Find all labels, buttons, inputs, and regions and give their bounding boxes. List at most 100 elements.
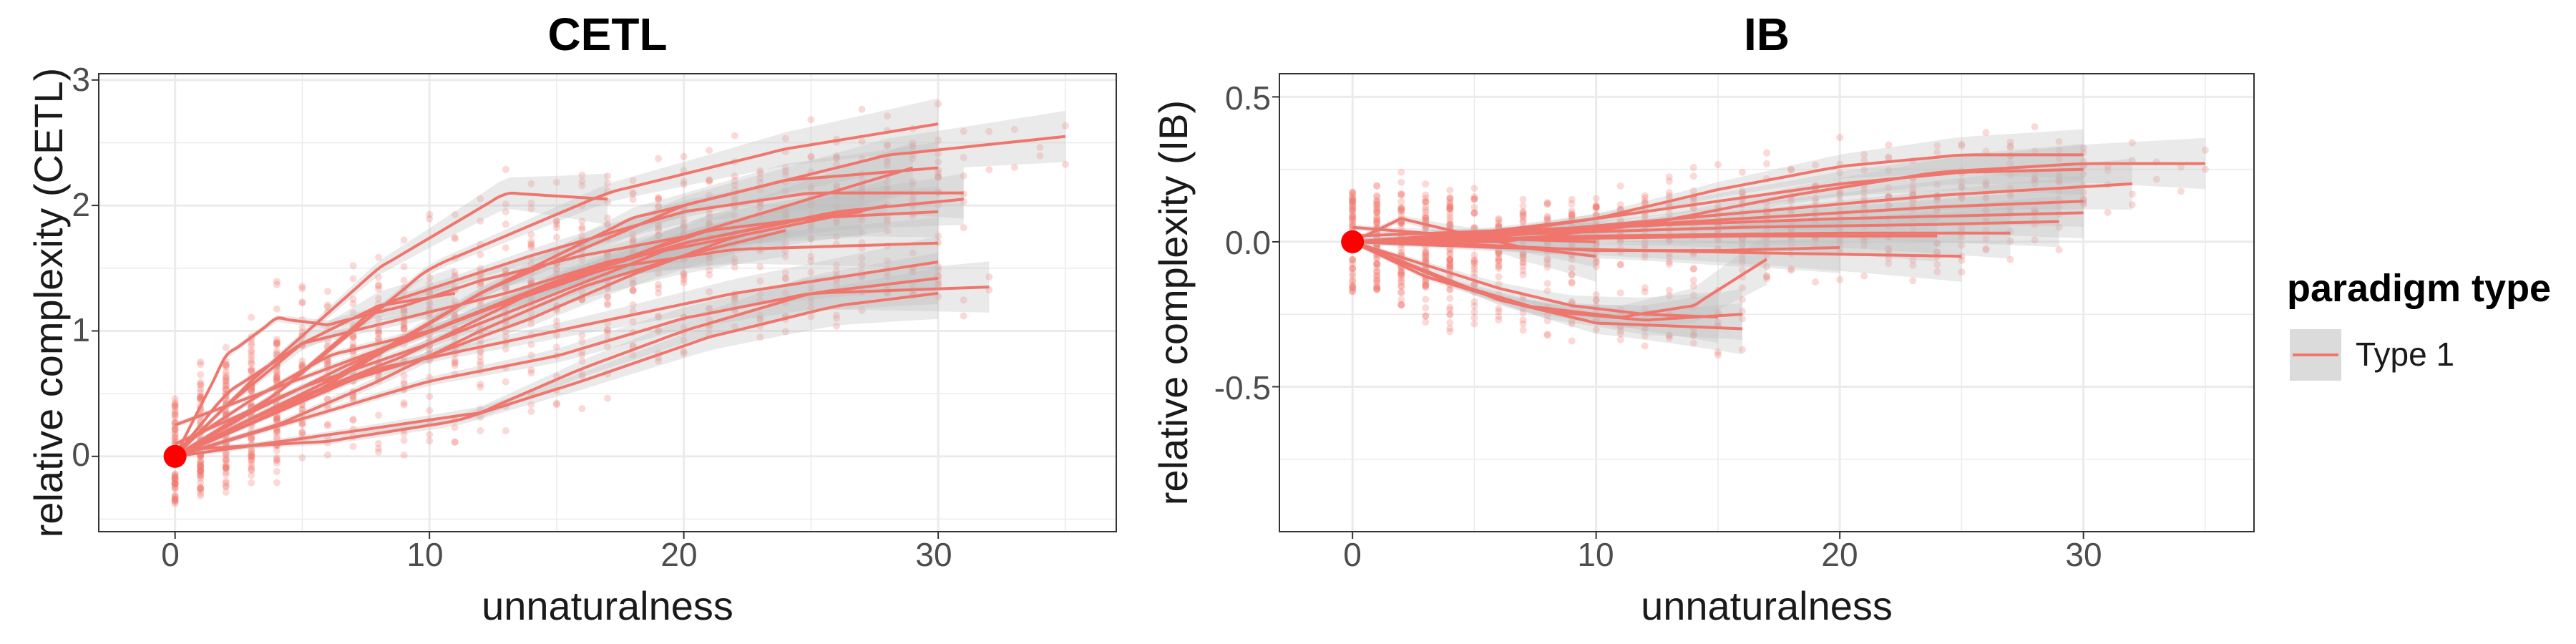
data-point: [248, 365, 255, 373]
data-point: [706, 254, 713, 261]
data-point: [1349, 213, 1357, 221]
data-point: [171, 492, 179, 500]
data-point: [1689, 276, 1697, 284]
data-point: [171, 409, 179, 416]
data-point: [884, 227, 891, 235]
data-point: [426, 301, 434, 308]
data-point: [171, 483, 179, 491]
data-point: [426, 393, 434, 401]
data-point: [578, 370, 586, 378]
data-point: [349, 275, 357, 283]
data-point: [1397, 205, 1405, 213]
data-point: [1787, 235, 1795, 243]
data-point: [1568, 240, 1576, 248]
data-point: [2201, 165, 2209, 173]
data-point: [1885, 167, 1893, 175]
data-point: [1422, 191, 1430, 199]
data-point: [1470, 259, 1478, 267]
data-point: [1909, 188, 1917, 196]
data-point: [1738, 187, 1746, 195]
data-point: [1495, 219, 1503, 227]
data-point: [1592, 258, 1600, 266]
data-point: [629, 287, 637, 295]
data-point: [171, 401, 179, 409]
data-point: [1446, 203, 1454, 210]
data-point: [273, 305, 280, 313]
data-point: [1519, 316, 1527, 324]
data-point: [909, 267, 917, 275]
data-point: [2031, 174, 2039, 182]
data-point: [298, 429, 306, 436]
data-point: [1787, 241, 1795, 249]
data-point: [1446, 250, 1454, 258]
data-point: [1470, 281, 1478, 289]
data-point: [1958, 142, 1966, 150]
data-point: [807, 152, 815, 160]
confidence-ribbon: [175, 173, 964, 453]
data-point: [909, 155, 917, 162]
data-point: [349, 333, 357, 341]
data-point: [222, 462, 230, 470]
data-point: [1397, 168, 1405, 176]
data-point: [833, 181, 840, 189]
data-point: [756, 175, 764, 182]
data-point: [1446, 263, 1454, 270]
data-point: [781, 171, 789, 179]
data-point: [1397, 289, 1405, 297]
data-point: [1641, 192, 1649, 200]
data-point: [680, 220, 688, 228]
data-point: [1495, 250, 1503, 258]
data-point: [375, 281, 382, 289]
data-point: [1909, 277, 1917, 285]
data-point: [1519, 326, 1527, 334]
data-point: [1689, 291, 1697, 299]
data-point: [1422, 215, 1430, 223]
data-point: [1446, 263, 1454, 270]
data-point: [629, 351, 637, 359]
data-point: [655, 232, 663, 240]
data-point: [451, 311, 459, 319]
data-point: [477, 250, 484, 258]
data-point: [248, 348, 255, 356]
data-point: [197, 467, 205, 475]
data-point: [731, 177, 738, 185]
data-point: [273, 459, 280, 467]
data-point: [629, 237, 637, 244]
data-point: [273, 374, 280, 382]
data-point: [884, 162, 891, 170]
data-point: [858, 197, 866, 205]
data-point: [171, 495, 179, 503]
data-point: [552, 224, 560, 232]
data-point: [706, 177, 713, 184]
data-point: [2031, 180, 2039, 187]
data-point: [985, 273, 993, 280]
data-point: [1982, 207, 1990, 215]
trend-line: [1352, 240, 1840, 253]
data-point: [1909, 261, 1917, 269]
data-point: [2177, 163, 2185, 171]
data-point: [248, 457, 255, 464]
legend-label-type-1: Type 1: [2356, 336, 2455, 373]
data-point: [477, 218, 484, 225]
data-point: [1446, 249, 1454, 257]
data-point: [731, 132, 738, 140]
data-point: [248, 356, 255, 364]
data-point: [248, 368, 255, 376]
data-point: [1397, 278, 1405, 286]
data-point: [2031, 175, 2039, 183]
data-point: [1982, 193, 1990, 201]
data-point: [1568, 320, 1576, 328]
data-point: [1470, 257, 1478, 265]
data-point: [1568, 264, 1576, 272]
data-point: [909, 268, 917, 276]
data-point: [197, 471, 205, 479]
data-point: [1738, 296, 1746, 303]
data-point: [477, 195, 484, 203]
data-point: [858, 185, 866, 193]
data-point: [756, 237, 764, 245]
data-point: [1665, 189, 1673, 196]
data-point: [552, 266, 560, 274]
data-point: [909, 249, 917, 257]
data-point: [909, 197, 917, 205]
data-point: [2055, 246, 2063, 254]
